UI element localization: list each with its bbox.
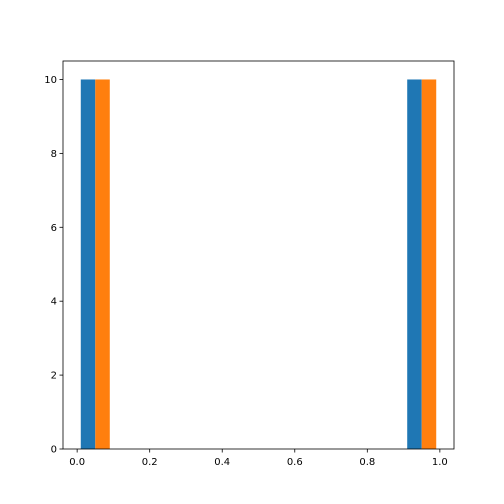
bar [80,79,96,449]
y-tick-label: 10 [44,75,57,86]
x-tick-label: 0.0 [69,457,85,468]
bar [407,79,422,449]
x-tick-label: 0.4 [214,457,230,468]
y-tick-label: 6 [51,223,57,234]
x-tick-label: 0.8 [359,457,375,468]
x-tick-label: 1.0 [432,457,448,468]
x-tick-label: 0.6 [287,457,303,468]
y-tick-label: 8 [51,149,57,160]
x-tick-label: 0.2 [142,457,158,468]
bar [421,79,437,449]
y-tick-label: 4 [51,297,57,308]
axes-frame [62,60,455,450]
bar [95,79,110,449]
y-tick-label: 2 [51,371,57,382]
y-tick-label: 0 [51,445,57,456]
